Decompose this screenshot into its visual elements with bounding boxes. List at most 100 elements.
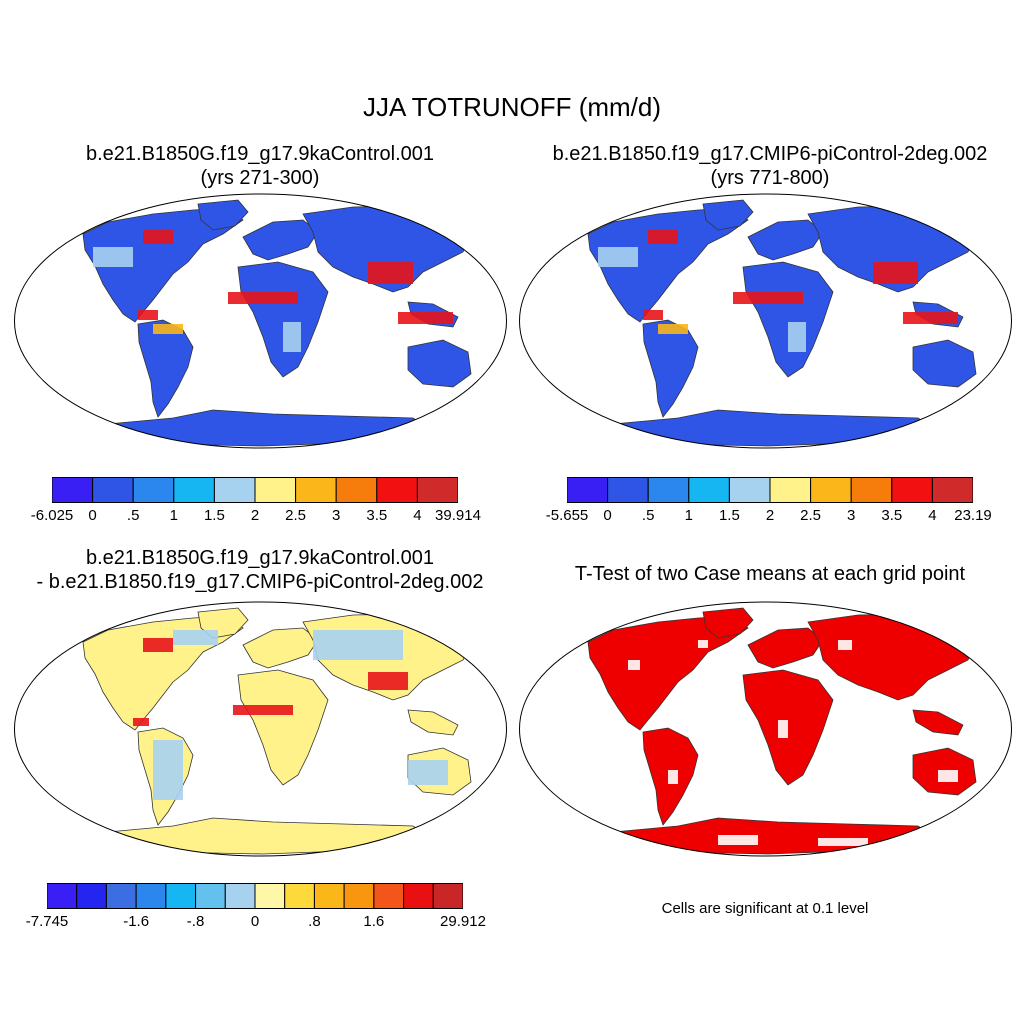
map-accent-cell xyxy=(368,672,408,690)
colorbar-label: .5 xyxy=(641,507,655,524)
colorbar-swatch xyxy=(92,477,134,503)
map-accent-cell xyxy=(313,630,403,660)
continent-africa xyxy=(742,261,834,378)
map-accent-cell xyxy=(938,770,958,782)
colorbar-swatch xyxy=(284,883,315,909)
continent-europe xyxy=(747,627,824,669)
continent-europe xyxy=(747,219,824,261)
colorbar-swatch xyxy=(132,477,175,503)
colorbar-label: 0 xyxy=(603,507,612,524)
continent-africa xyxy=(237,669,329,786)
map-accent-cell xyxy=(93,247,133,267)
colorbar-panel3-labels: -7.745 -1.6 -.8 0 .8 1.6 29.912 xyxy=(26,913,486,933)
colorbar-swatch xyxy=(254,477,297,503)
colorbar-swatch xyxy=(403,883,434,909)
colorbar-label: 39.914 xyxy=(435,507,481,524)
colorbar-label: 1 xyxy=(684,507,693,524)
map-accent-cell xyxy=(698,640,708,648)
map-accent-cell xyxy=(398,312,453,324)
map-accent-cell xyxy=(368,262,413,284)
map-accent-cell xyxy=(598,247,638,267)
colorbar-swatch xyxy=(213,477,256,503)
colorbar-swatch xyxy=(295,477,337,503)
colorbar-panel1-labels: -6.025 0 .5 1 1.5 2 2.5 3 3.5 4 39.914 xyxy=(31,507,481,527)
colorbar-swatch xyxy=(313,883,345,909)
colorbar-label: 0 xyxy=(88,507,97,524)
continent-greenland xyxy=(702,607,754,639)
colorbar-label: 2.5 xyxy=(285,507,307,524)
panel1-title-line2: (yrs 271-300) xyxy=(200,167,320,189)
figure-title: JJA TOTRUNOFF (mm/d) xyxy=(362,92,662,122)
panel4-note: Cells are significant at 0.1 level xyxy=(661,900,869,917)
colorbar-panel1 xyxy=(52,477,458,503)
continent-greenland xyxy=(702,199,754,231)
continent-africa xyxy=(237,261,329,378)
map-accent-cell xyxy=(838,640,852,650)
colorbar-swatch xyxy=(373,883,405,909)
map-accent-cell xyxy=(138,310,158,320)
colorbar-swatch xyxy=(135,883,167,909)
panel2-title-line2: (yrs 771-800) xyxy=(710,167,830,189)
map-panel3 xyxy=(14,601,507,857)
colorbar-label: 1 xyxy=(169,507,178,524)
map-accent-cell xyxy=(658,324,688,334)
colorbar-label: 1.5 xyxy=(718,507,740,524)
map-accent-cell xyxy=(788,322,806,352)
colorbar-label: 23.19 xyxy=(954,507,992,524)
colorbar-panel2-labels: -5.655 0 .5 1 1.5 2 2.5 3 3.5 4 23.19 xyxy=(546,507,992,527)
map-accent-cell xyxy=(408,760,448,785)
colorbar-swatch xyxy=(376,477,418,503)
map-accent-cell xyxy=(668,770,678,784)
map-accent-cell xyxy=(153,740,183,800)
colorbar-swatch xyxy=(810,477,852,503)
colorbar-swatch xyxy=(195,883,226,909)
map-accent-cell xyxy=(818,838,868,846)
panel1-title: b.e21.B1850G.f19_g17.9kaControl.001 (yrs… xyxy=(10,142,510,190)
map-accent-cell xyxy=(648,230,678,244)
panel2-title: b.e21.B1850.f19_g17.CMIP6-piControl-2deg… xyxy=(515,142,1024,190)
colorbar-swatch xyxy=(165,883,197,909)
map-accent-cell xyxy=(233,705,293,715)
colorbar-panel3 xyxy=(47,883,463,909)
colorbar-label: -5.655 xyxy=(545,507,589,524)
map-accent-cell xyxy=(643,310,663,320)
colorbar-label: 4 xyxy=(413,507,422,524)
map-accent-cell xyxy=(718,835,758,845)
colorbar-label: 3.5 xyxy=(366,507,388,524)
map-accent-cell xyxy=(903,312,958,324)
colorbar-swatch xyxy=(607,477,649,503)
map-accent-cell xyxy=(153,324,183,334)
map-accent-cell xyxy=(733,292,803,304)
continent-australia xyxy=(407,339,472,388)
colorbar-swatch xyxy=(688,477,730,503)
map-accent-cell xyxy=(173,630,218,645)
colorbar-swatch xyxy=(850,477,893,503)
colorbar-label: 4 xyxy=(928,507,937,524)
colorbar-swatch xyxy=(105,883,137,909)
colorbar-label: 3 xyxy=(847,507,856,524)
colorbar-label: 3.5 xyxy=(881,507,903,524)
colorbar-swatch xyxy=(432,883,463,909)
panel3-title: b.e21.B1850G.f19_g17.9kaControl.001 - b.… xyxy=(0,546,520,594)
colorbar-swatch xyxy=(931,477,973,503)
map-border xyxy=(14,193,507,449)
colorbar-swatch xyxy=(567,477,609,503)
map-accent-cell xyxy=(143,638,173,652)
colorbar-swatch xyxy=(76,883,107,909)
colorbar-label: 2 xyxy=(250,507,260,524)
map-accent-cell xyxy=(283,322,301,352)
colorbar-swatch xyxy=(416,477,458,503)
colorbar-swatch xyxy=(335,477,378,503)
colorbar-swatch xyxy=(728,477,771,503)
colorbar-swatch xyxy=(173,477,215,503)
panel1-title-line1: b.e21.B1850G.f19_g17.9kaControl.001 xyxy=(85,143,435,165)
colorbar-label: -7.745 xyxy=(25,913,69,930)
colorbar-label: 0 xyxy=(250,913,260,930)
panel3-title-line1: b.e21.B1850G.f19_g17.9kaControl.001 xyxy=(85,547,435,569)
colorbar-label: 1.6 xyxy=(363,913,385,930)
map-accent-cell xyxy=(778,720,788,738)
map-accent-cell xyxy=(133,718,149,726)
colorbar-swatch xyxy=(47,883,78,909)
map-panel1 xyxy=(14,193,507,449)
colorbar-swatch xyxy=(769,477,812,503)
